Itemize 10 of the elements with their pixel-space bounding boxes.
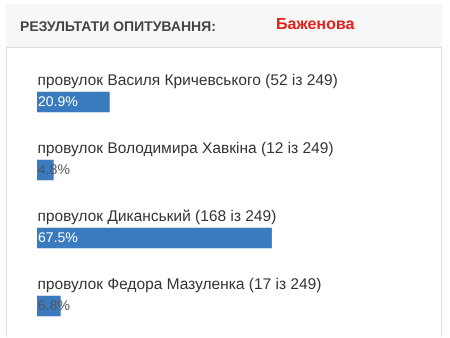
y-tick-label: провулок Диканський (168 із 249) [38,208,276,225]
data-label: 20.9% [38,93,78,109]
y-tick-label: провулок Федора Мазуленка (17 із 249) [38,276,322,293]
chart-title: РЕЗУЛЬТАТИ ОПИТУВАННЯ: [20,18,216,34]
chart-subtitle: Баженова [276,16,354,34]
bar [37,228,272,248]
y-tick-label: провулок Василя Кричевського (52 із 249) [38,72,338,89]
data-label: 4.8% [38,161,70,177]
data-label: 67.5% [38,229,78,245]
y-tick-label: провулок Володимира Хавкіна (12 із 249) [38,140,334,157]
